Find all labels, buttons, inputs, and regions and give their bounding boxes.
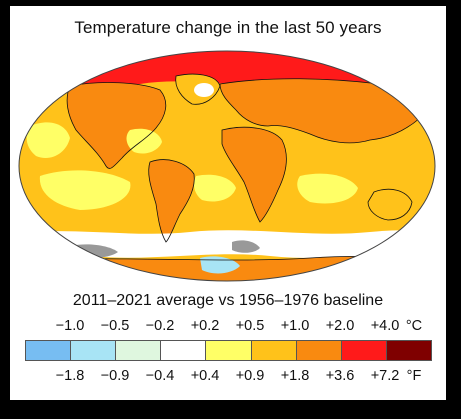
atlantic-south-patch: [194, 174, 236, 202]
world-temperature-map: [18, 50, 436, 282]
fahrenheit-tick: −0.4: [145, 368, 175, 384]
scale-swatch: [116, 341, 162, 360]
africa-region: [222, 127, 287, 222]
celsius-tick: −1.0: [55, 318, 85, 334]
southern-ocean-neutral-band: [19, 230, 435, 258]
australia-region: [368, 189, 412, 220]
fahrenheit-tick-row: −1.8 −0.9 −0.4 +0.4 +0.9 +1.8 +3.6 +7.2 …: [10, 368, 446, 386]
celsius-unit: °C: [405, 318, 423, 334]
fahrenheit-tick: +0.9: [235, 368, 265, 384]
celsius-tick: +4.0: [370, 318, 400, 334]
scale-swatch: [161, 341, 207, 360]
eurasia-region: [220, 78, 423, 143]
celsius-tick: −0.2: [145, 318, 175, 334]
celsius-tick: +1.0: [280, 318, 310, 334]
scale-swatch: [386, 341, 431, 360]
scale-swatch: [341, 341, 387, 360]
south-america-region: [148, 159, 195, 242]
celsius-tick: +2.0: [325, 318, 355, 334]
celsius-tick-row: −1.0 −0.5 −0.2 +0.2 +0.5 +1.0 +2.0 +4.0 …: [10, 318, 446, 336]
celsius-tick: +0.2: [190, 318, 220, 334]
globe-outline: [18, 50, 436, 282]
figure-title: Temperature change in the last 50 years: [74, 18, 382, 37]
greenland-neutral-patch: [194, 83, 214, 97]
arctic-warming-region: [19, 51, 435, 86]
indian-ocean-patch: [297, 173, 358, 204]
fahrenheit-tick: −1.8: [55, 368, 85, 384]
no-data-patch-2: [232, 240, 260, 253]
fahrenheit-tick: +7.2: [370, 368, 400, 384]
fahrenheit-tick: +0.4: [190, 368, 220, 384]
scale-swatch: [71, 341, 117, 360]
fahrenheit-tick: −0.9: [100, 368, 130, 384]
antarctic-cooling-patch: [200, 256, 240, 274]
pacific-south-patch: [39, 170, 131, 210]
fahrenheit-tick: +1.8: [280, 368, 310, 384]
figure-card: Temperature change in the last 50 years: [10, 6, 446, 400]
scale-swatch: [296, 341, 342, 360]
fahrenheit-unit: °F: [406, 368, 422, 384]
celsius-tick: −0.5: [100, 318, 130, 334]
scale-swatch: [26, 341, 72, 360]
color-scale-bar: [25, 340, 432, 361]
celsius-tick: +0.5: [235, 318, 265, 334]
baseline-subtitle: 2011–2021 average vs 1956–1976 baseline: [72, 292, 384, 309]
scale-swatch: [206, 341, 252, 360]
pacific-north-patch: [26, 122, 70, 158]
scale-swatch: [251, 341, 297, 360]
atlantic-north-patch: [126, 128, 162, 154]
fahrenheit-tick: +3.6: [325, 368, 355, 384]
